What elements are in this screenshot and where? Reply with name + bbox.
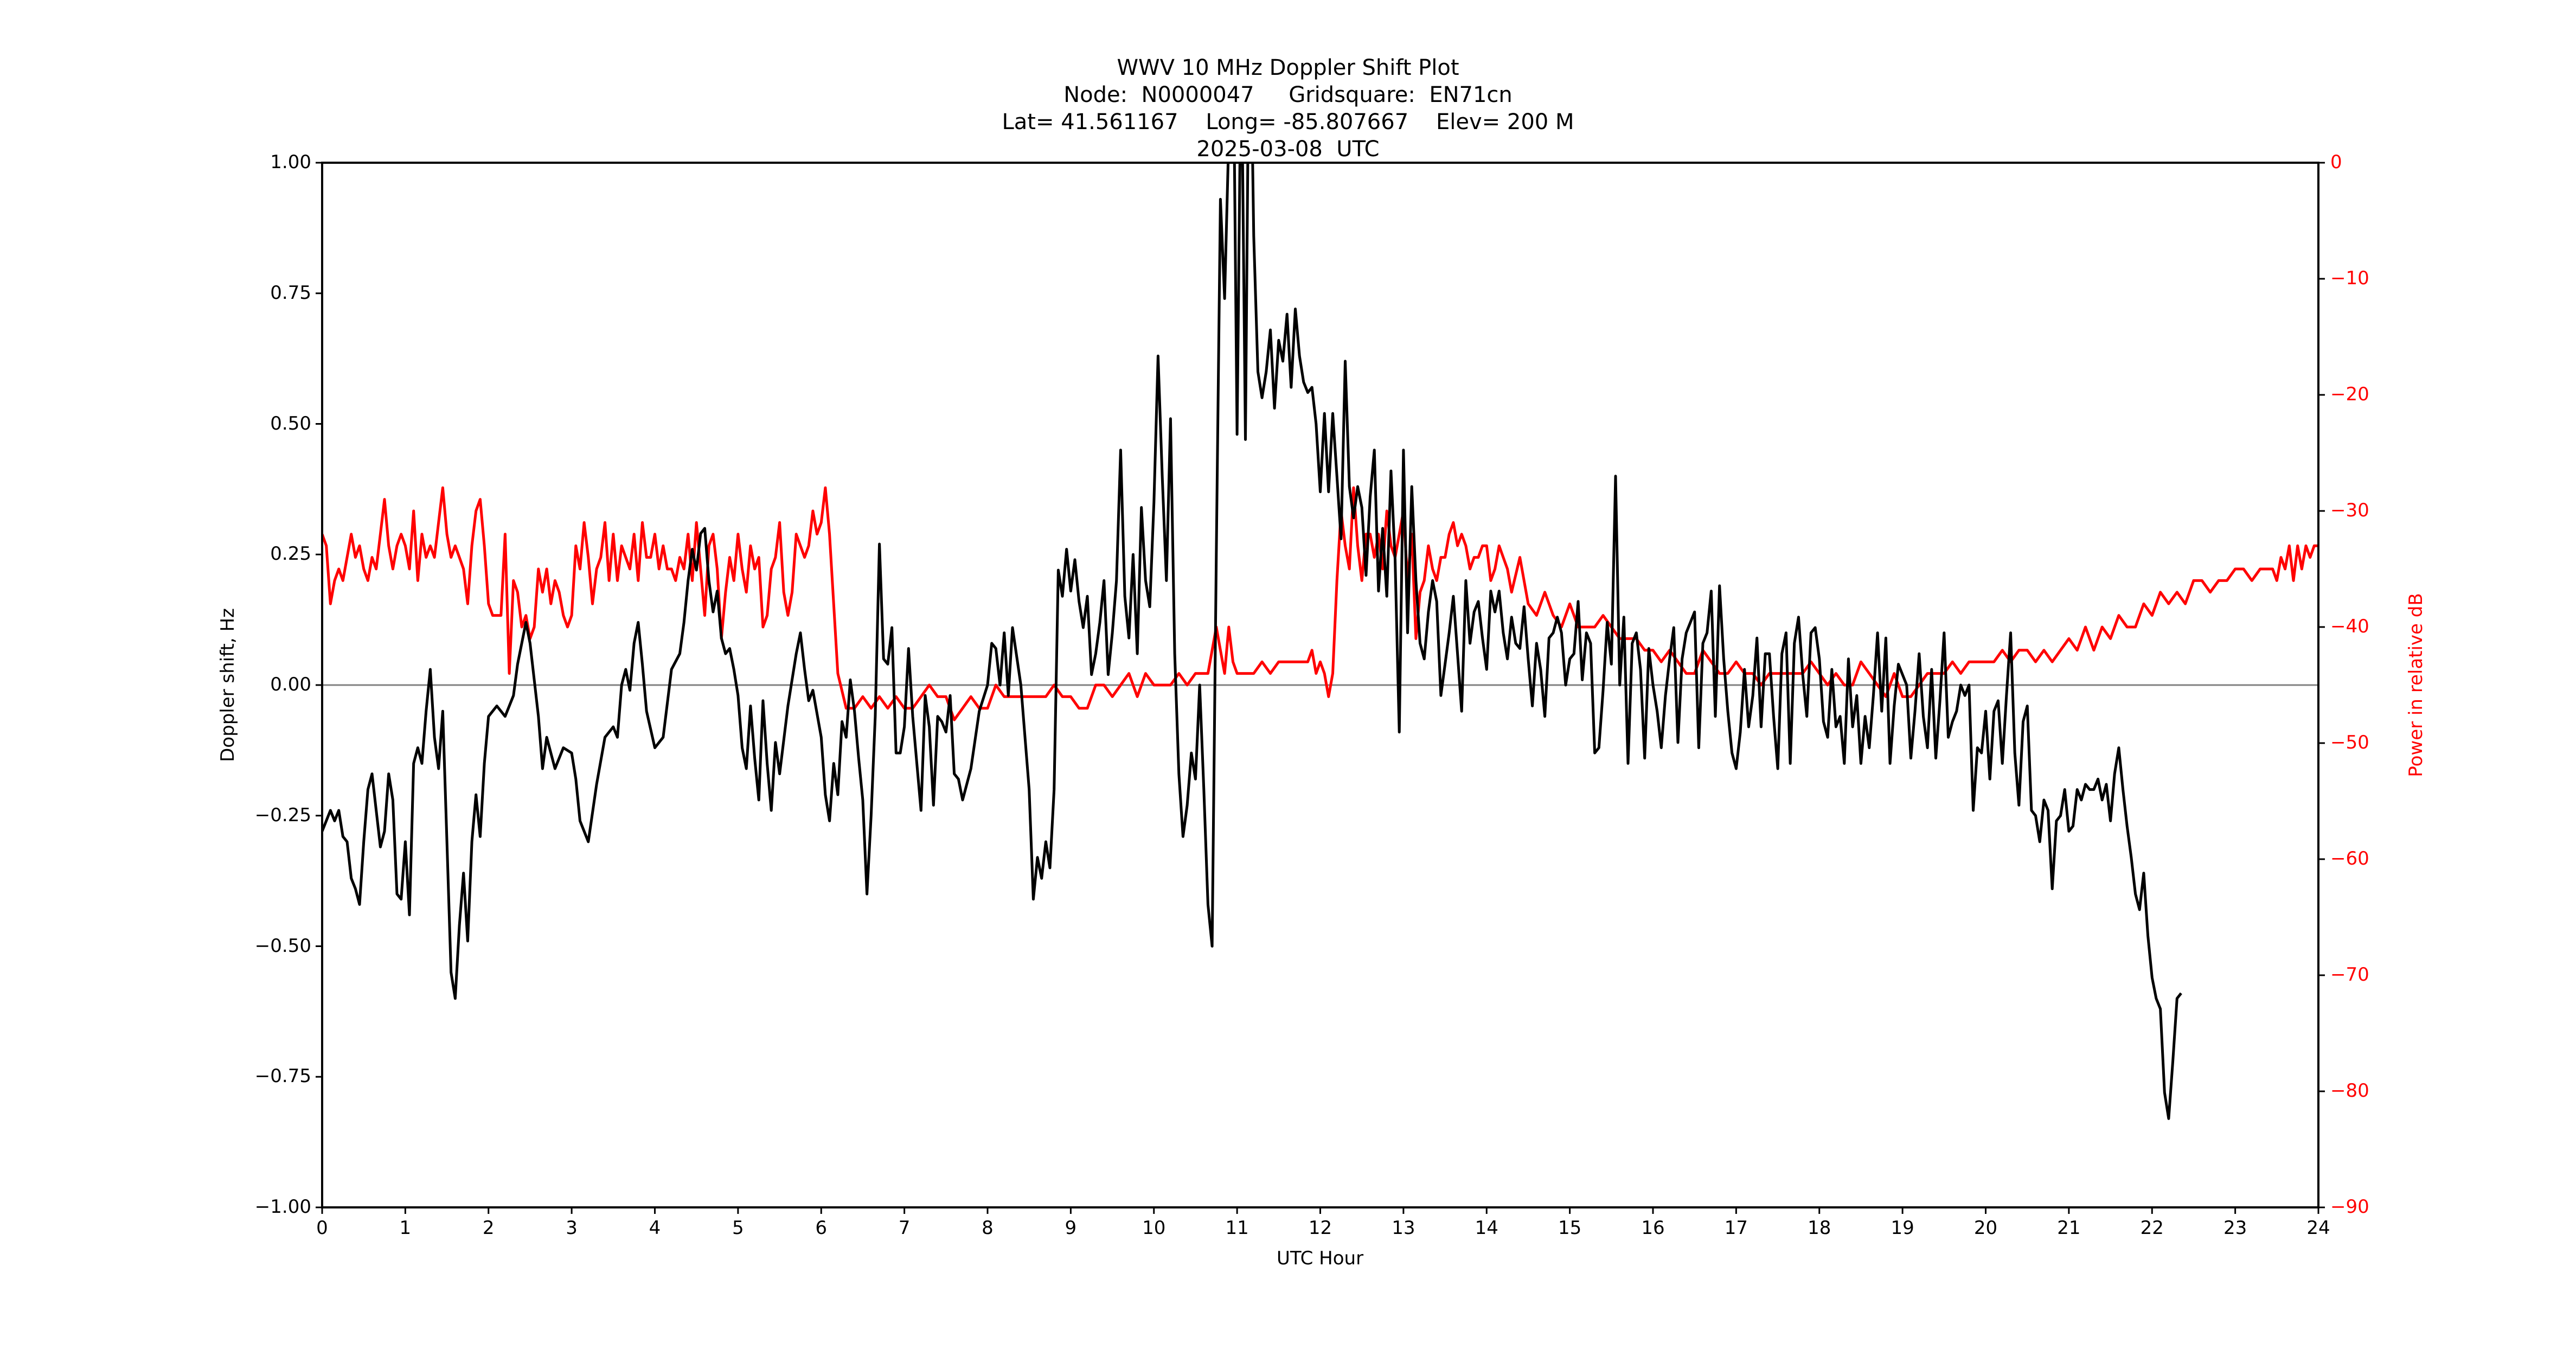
power-series-line: [322, 486, 2318, 721]
x-tick-label: 6: [815, 1217, 828, 1239]
x-tick-label: 11: [1225, 1217, 1249, 1239]
y-left-tick-label: 0.50: [270, 412, 311, 434]
y-left-tick-label: −0.25: [254, 804, 311, 826]
x-tick-label: 20: [1973, 1217, 1998, 1239]
x-tick-label: 24: [2306, 1217, 2330, 1239]
title-location: Lat= 41.561167 Long= -85.807667 Elev= 20…: [1002, 110, 1574, 135]
x-tick-label: 3: [566, 1217, 578, 1239]
y-right-tick-label: −10: [2330, 267, 2369, 289]
y-axis-left-label: Doppler shift, Hz: [217, 608, 239, 762]
x-tick-label: 16: [1641, 1217, 1665, 1239]
doppler-series-line: [322, 163, 2182, 1120]
x-tick-label: 19: [1891, 1217, 1914, 1239]
x-tick-label: 7: [898, 1217, 911, 1239]
x-tick-label: 2: [482, 1217, 495, 1239]
x-tick-label: 10: [1142, 1217, 1166, 1239]
y-right-tick-label: −90: [2330, 1196, 2369, 1218]
y-right-tick-label: −60: [2330, 848, 2369, 869]
chart-title: WWV 10 MHz Doppler Shift Plot Node: N000…: [0, 54, 2576, 163]
y-right-tick-label: −30: [2330, 500, 2369, 521]
x-tick-label: 4: [649, 1217, 661, 1239]
x-tick-label: 18: [1808, 1217, 1831, 1239]
y-right-tick-label: −80: [2330, 1080, 2369, 1102]
x-tick-label: 13: [1392, 1217, 1415, 1239]
x-tick-label: 12: [1308, 1217, 1332, 1239]
y-right-tick-label: 0: [2330, 151, 2342, 173]
x-tick-label: 15: [1558, 1217, 1582, 1239]
y-left-tick-label: −1.00: [254, 1196, 311, 1218]
x-axis-label: UTC Hour: [1276, 1248, 1364, 1269]
y-left-tick-label: −0.50: [254, 935, 311, 957]
title-node-gridsquare: Node: N0000047 Gridsquare: EN71cn: [1063, 82, 1513, 107]
x-tick-label: 23: [2223, 1217, 2247, 1239]
y-left-tick-label: 0.75: [270, 282, 311, 304]
x-tick-label: 22: [2140, 1217, 2164, 1239]
x-tick-label: 17: [1724, 1217, 1748, 1239]
x-tick-label: 0: [316, 1217, 328, 1239]
y-left-tick-label: −0.75: [254, 1065, 311, 1088]
y-left-tick-label: 0.00: [270, 674, 311, 695]
y-right-tick-label: −20: [2330, 383, 2369, 405]
y-right-tick-label: −40: [2330, 616, 2369, 637]
y-left-tick-label: 0.25: [270, 543, 311, 565]
x-tick-label: 21: [2057, 1217, 2081, 1239]
y-axis-right-label: Power in relative dB: [2405, 593, 2427, 777]
y-right-tick-label: −70: [2330, 964, 2369, 986]
x-tick-label: 9: [1065, 1217, 1077, 1239]
tick-marks: [316, 162, 2325, 1214]
y-left-tick-label: 1.00: [270, 151, 311, 173]
title-main: WWV 10 MHz Doppler Shift Plot: [1117, 55, 1459, 80]
y-right-tick-label: −50: [2330, 732, 2369, 753]
title-date: 2025-03-08 UTC: [1196, 137, 1380, 162]
x-tick-label: 1: [399, 1217, 412, 1239]
x-tick-label: 14: [1475, 1217, 1498, 1239]
x-tick-label: 5: [732, 1217, 744, 1239]
x-tick-label: 8: [982, 1217, 994, 1239]
